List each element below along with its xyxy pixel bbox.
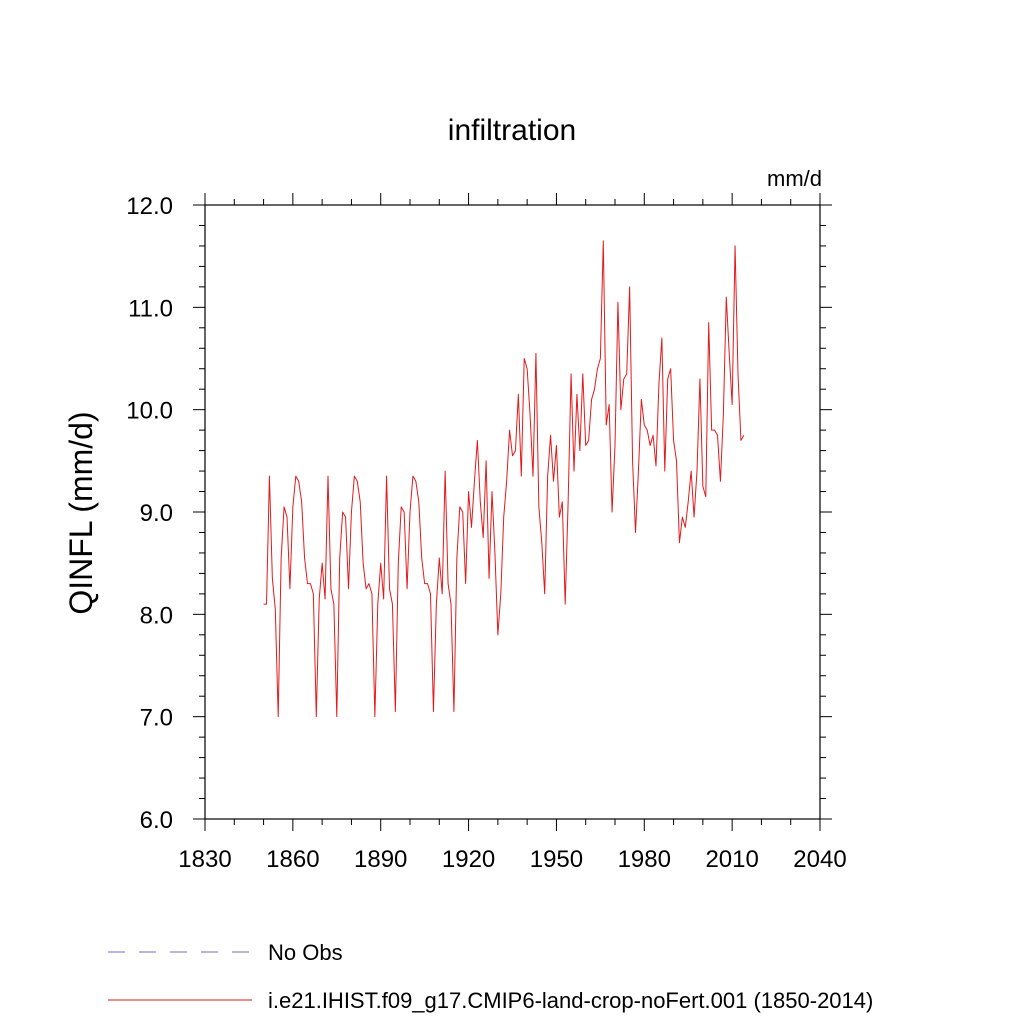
- x-tick-label: 2040: [793, 846, 846, 873]
- legend-label-2: i.e21.IHIST.f09_g17.CMIP6-land-crop-noFe…: [268, 988, 873, 1013]
- y-axis-label: QINFL (mm/d): [63, 411, 99, 614]
- y-tick-label: 7.0: [140, 705, 173, 732]
- axis-ticks: 1830 1860 1890 1920 1950 1980 2010 2040 6.0 7.0 8.…: [126, 193, 847, 873]
- y-tick-label: 8.0: [140, 602, 173, 629]
- plot-frame: [204, 204, 821, 820]
- x-tick-label: 2010: [705, 846, 758, 873]
- y-tick-label: 11.0: [128, 295, 173, 322]
- legend-label-1: No Obs: [268, 940, 343, 965]
- x-tick-label: 1830: [178, 846, 231, 873]
- series-line-1: [263, 240, 745, 718]
- legend: No Obs i.e21.IHIST.f09_g17.CMIP6-land-cro…: [108, 940, 873, 1013]
- y-tick-label: 9.0: [140, 500, 173, 527]
- x-tick-label: 1890: [354, 846, 407, 873]
- x-tick-label: 1980: [618, 846, 671, 873]
- series-layer: [263, 240, 745, 718]
- y-tick-label: 12.0: [126, 193, 173, 220]
- chart-title: infiltration: [448, 114, 576, 147]
- y-tick-label: 10.0: [126, 398, 173, 425]
- x-tick-label: 1950: [530, 846, 583, 873]
- x-tick-label: 1920: [442, 846, 495, 873]
- x-tick-label: 1860: [266, 846, 319, 873]
- y-tick-label: 6.0: [140, 807, 173, 834]
- units-label: mm/d: [767, 166, 822, 191]
- plot-area: [204, 204, 821, 820]
